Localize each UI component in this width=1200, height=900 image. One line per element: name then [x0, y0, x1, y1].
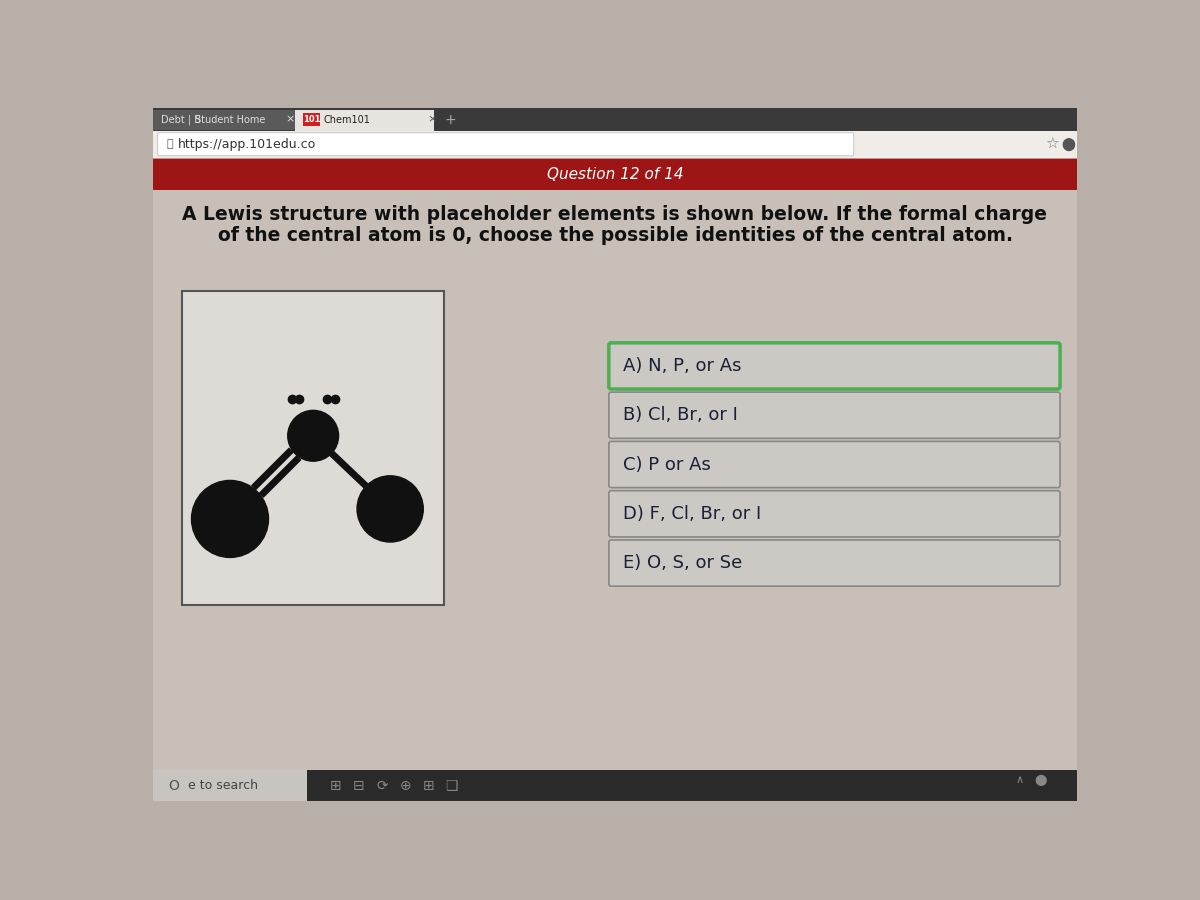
Text: https://app.101edu.co: https://app.101edu.co	[178, 138, 316, 150]
FancyBboxPatch shape	[295, 110, 434, 131]
Text: e to search: e to search	[187, 779, 258, 792]
Text: O: O	[168, 778, 179, 793]
Text: ⊕: ⊕	[400, 778, 412, 793]
Text: ×: ×	[286, 114, 295, 124]
Text: ∧: ∧	[1015, 775, 1024, 785]
Text: ⊟: ⊟	[353, 778, 365, 793]
FancyBboxPatch shape	[154, 158, 1078, 770]
FancyBboxPatch shape	[154, 108, 1078, 131]
Text: Debt | B: Debt | B	[161, 114, 200, 125]
Text: 🔒: 🔒	[167, 140, 174, 149]
Text: ⊞: ⊞	[330, 778, 342, 793]
Text: ❑: ❑	[445, 778, 458, 793]
FancyBboxPatch shape	[608, 441, 1060, 488]
Text: ⊞: ⊞	[422, 778, 434, 793]
FancyBboxPatch shape	[154, 131, 1078, 158]
FancyBboxPatch shape	[154, 770, 1078, 801]
Circle shape	[358, 476, 424, 542]
Circle shape	[192, 481, 269, 557]
FancyBboxPatch shape	[154, 158, 1078, 191]
FancyBboxPatch shape	[182, 292, 444, 606]
Text: ⬤: ⬤	[1062, 138, 1075, 151]
Text: of the central atom is 0, choose the possible identities of the central atom.: of the central atom is 0, choose the pos…	[217, 226, 1013, 245]
Text: A) N, P, or As: A) N, P, or As	[624, 357, 742, 375]
Text: 101: 101	[302, 115, 320, 124]
FancyBboxPatch shape	[608, 343, 1060, 389]
Circle shape	[288, 410, 338, 461]
Text: C) P or As: C) P or As	[624, 455, 712, 473]
Text: B) Cl, Br, or I: B) Cl, Br, or I	[624, 406, 738, 424]
FancyBboxPatch shape	[304, 113, 320, 126]
Text: Question 12 of 14: Question 12 of 14	[547, 166, 683, 182]
Text: ⟳: ⟳	[377, 778, 388, 793]
FancyBboxPatch shape	[608, 392, 1060, 438]
Text: D) F, Cl, Br, or I: D) F, Cl, Br, or I	[624, 505, 762, 523]
FancyBboxPatch shape	[154, 770, 307, 801]
Text: E) O, S, or Se: E) O, S, or Se	[624, 554, 743, 572]
Text: +: +	[444, 112, 456, 127]
Text: ×: ×	[427, 114, 437, 124]
FancyBboxPatch shape	[154, 110, 295, 130]
Text: Student Home: Student Home	[196, 114, 265, 124]
Text: A Lewis structure with placeholder elements is shown below. If the formal charge: A Lewis structure with placeholder eleme…	[182, 205, 1048, 224]
Text: ⬤: ⬤	[1034, 775, 1048, 786]
FancyBboxPatch shape	[608, 491, 1060, 537]
FancyBboxPatch shape	[157, 132, 853, 156]
FancyBboxPatch shape	[608, 540, 1060, 586]
Text: Chem101: Chem101	[324, 114, 371, 124]
Text: ☆: ☆	[1045, 137, 1058, 152]
